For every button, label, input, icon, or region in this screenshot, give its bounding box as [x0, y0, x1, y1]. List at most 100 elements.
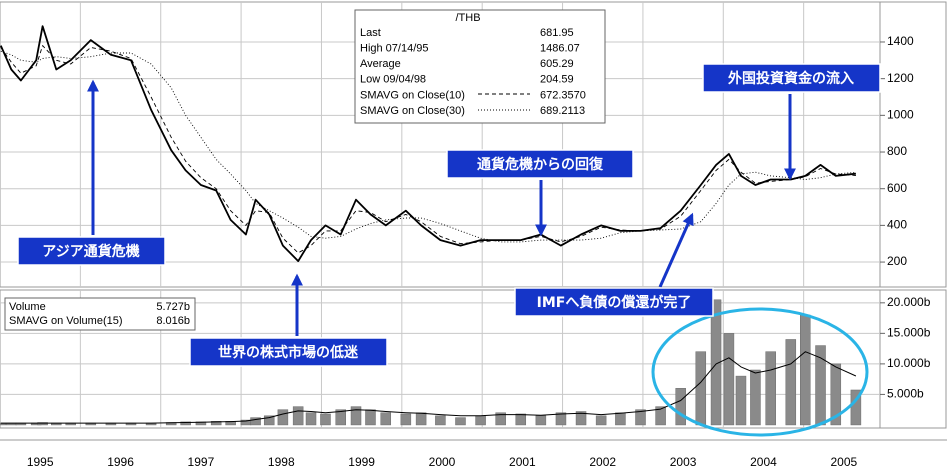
x-tick-label: 1995	[27, 455, 54, 469]
info-label: High 07/14/95	[360, 43, 429, 55]
y-tick-label: 1000	[887, 108, 914, 122]
annotation-text: 通貨危機からの回復	[477, 156, 604, 173]
annotation: 世界の株式市場の低迷	[189, 273, 388, 367]
x-tick-label: 2003	[670, 455, 697, 469]
annotation-box	[446, 149, 634, 179]
info-value: 1486.07	[540, 43, 580, 55]
annotation-text: アジア通貨危機	[42, 243, 139, 260]
info-value: 204.59	[540, 74, 574, 86]
volume-bar	[595, 415, 607, 426]
volume-bar	[180, 421, 191, 426]
info-box-frame	[354, 9, 606, 124]
volume-bar	[615, 412, 626, 426]
volume-bar	[263, 415, 275, 426]
volume-bar	[515, 413, 527, 426]
annotation-box	[514, 287, 714, 317]
volume-bar	[723, 333, 735, 426]
series-line	[0, 351, 857, 424]
volume-bar	[765, 351, 776, 426]
y-tick-label: 10.000b	[887, 356, 931, 370]
volume-bar	[335, 409, 346, 426]
x-tick-label: 2000	[429, 455, 456, 469]
highlight-ellipse	[651, 307, 869, 437]
volume-bar	[210, 421, 222, 426]
annotation: 外国投資資金の流入	[702, 63, 881, 181]
annotation: 通貨危機からの回復	[446, 149, 634, 237]
volume-bar	[292, 406, 304, 426]
volume-legend: Volume 5.727b SMAVG on Volume(15) 8.016b	[4, 297, 196, 331]
annotation: アジア通貨危機	[17, 79, 166, 266]
info-box-title: /THB	[455, 12, 480, 24]
volume-bar	[785, 339, 797, 426]
y-tick-label: 400	[887, 218, 907, 232]
annotation-text: 世界の株式市場の低迷	[218, 344, 359, 361]
volume-bar	[475, 415, 486, 426]
volume-bar	[455, 417, 466, 426]
volume-bar	[575, 411, 587, 426]
y-tick-label: 1400	[887, 34, 914, 48]
volume-bar	[710, 299, 722, 426]
volume-bar	[695, 351, 707, 426]
info-box: /THB Last 681.95 High 07/14/95 1486.07 Avera…	[354, 9, 606, 124]
volume-bar	[380, 412, 392, 426]
x-tick-label: 1996	[107, 455, 134, 469]
volume-bar	[250, 417, 261, 426]
volume-bar	[800, 314, 811, 426]
volume-bar	[635, 409, 646, 426]
volume-bar	[400, 413, 412, 426]
legend-value: 5.727b	[156, 301, 190, 313]
volume-bar	[350, 406, 362, 426]
info-value: 681.95	[540, 27, 574, 39]
info-value: 672.3570	[540, 89, 586, 101]
volume-bar	[277, 409, 289, 426]
annotation-box	[702, 63, 881, 93]
x-tick-label: 2005	[830, 455, 857, 469]
info-box-rows: Last 681.95 High 07/14/95 1486.07 Average 605…	[360, 27, 586, 117]
legend-label: Volume	[9, 301, 46, 313]
x-tick-label: 1997	[188, 455, 215, 469]
y-tick-label: 15.000b	[887, 326, 931, 340]
volume-bar	[305, 412, 317, 426]
info-value: 689.2113	[540, 105, 585, 117]
arrow	[658, 212, 694, 288]
volume-bar	[37, 422, 48, 426]
legend-value: 8.016b	[156, 315, 190, 327]
y-tick-label: 5.000b	[887, 387, 924, 401]
x-tick-label: 2004	[750, 455, 777, 469]
volume-legend-frame	[4, 297, 196, 331]
volume-bar	[830, 363, 842, 426]
info-label: Average	[360, 58, 401, 70]
annotation-box	[189, 337, 388, 367]
y-tick-label: 1200	[887, 71, 914, 85]
volume-bar	[655, 406, 666, 426]
annotation-text: IMFへ負債の償還が完了	[537, 294, 692, 311]
volume-bar	[850, 389, 862, 426]
series-line	[0, 50, 856, 243]
volume-bar	[495, 412, 506, 426]
y-tick-label: 600	[887, 181, 907, 195]
info-label: SMAVG on Close(30)	[360, 105, 465, 117]
annotation-text: 外国投資資金の流入	[728, 70, 854, 87]
annotation-box	[17, 236, 166, 266]
info-label: Last	[360, 27, 381, 39]
x-tick-label: 2002	[589, 455, 616, 469]
info-label: SMAVG on Close(10)	[360, 89, 465, 101]
info-value: 605.29	[540, 58, 574, 70]
y-tick-label: 200	[887, 254, 907, 268]
x-tick-label: 1998	[268, 455, 295, 469]
series-line	[0, 45, 856, 254]
volume-bar	[535, 415, 547, 426]
volume-bar	[415, 412, 427, 426]
annotation: IMFへ負債の償還が完了	[514, 212, 714, 317]
y-tick-label: 800	[887, 144, 907, 158]
x-tick-label: 1999	[348, 455, 375, 469]
volume-bar	[750, 369, 761, 426]
volume-bar	[365, 409, 376, 426]
volume-bar	[320, 413, 331, 426]
volume-bar	[555, 412, 567, 426]
x-tick-label: 2001	[509, 455, 536, 469]
volume-bar	[735, 375, 747, 426]
info-label: Low 09/04/98	[360, 74, 426, 86]
